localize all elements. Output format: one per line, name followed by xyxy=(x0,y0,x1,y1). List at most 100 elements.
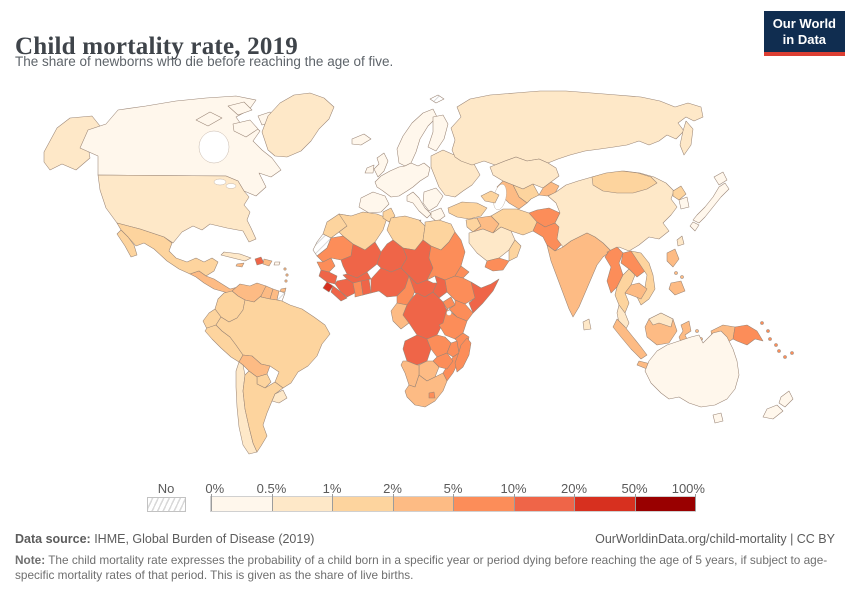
legend-band-0%[interactable] xyxy=(211,497,272,511)
legend-band-2%[interactable] xyxy=(392,497,453,511)
legend-tick-label: 1% xyxy=(322,481,342,496)
country-haiti[interactable] xyxy=(254,256,265,266)
country-south-korea[interactable] xyxy=(678,196,690,210)
country-japan[interactable] xyxy=(689,221,700,232)
country-philippines[interactable] xyxy=(674,271,678,275)
country-lesotho[interactable] xyxy=(428,391,436,399)
footnote: Note: The child mortality rate expresses… xyxy=(15,553,830,582)
legend-tick-label: 5% xyxy=(443,481,463,496)
country-lesser-antilles[interactable] xyxy=(285,273,289,277)
country-pacific-islands[interactable] xyxy=(777,349,781,353)
country-arctic-islands[interactable] xyxy=(227,101,253,116)
owid-logo-line1: Our World xyxy=(772,16,836,31)
country-guinea[interactable] xyxy=(318,269,338,285)
country-arctic-islands[interactable] xyxy=(232,119,259,138)
legend-band-1%[interactable] xyxy=(332,497,393,511)
country-somalia[interactable] xyxy=(468,278,500,314)
country-brazil[interactable] xyxy=(215,295,331,389)
country-sierra-leone[interactable] xyxy=(322,281,334,293)
country-philippines[interactable] xyxy=(668,280,686,296)
country-svalbard[interactable] xyxy=(429,94,445,104)
country-greenland[interactable] xyxy=(261,92,335,158)
country-finland[interactable] xyxy=(427,114,449,152)
country-japan[interactable] xyxy=(713,171,728,186)
country-kyrgyzstan-tajikistan[interactable] xyxy=(538,181,560,197)
legend-band-10%[interactable] xyxy=(513,497,574,511)
country-uruguay[interactable] xyxy=(271,389,288,404)
country-indonesia-moluccas[interactable] xyxy=(695,329,699,333)
legend-tick-label: 0.5% xyxy=(256,481,287,496)
country-vietnam[interactable] xyxy=(630,250,656,306)
country-lesser-antilles[interactable] xyxy=(284,279,288,283)
owid-logo[interactable]: Our World in Data xyxy=(763,11,845,56)
legend-tick xyxy=(453,494,454,511)
data-source-line: Data source: IHME, Global Burden of Dise… xyxy=(15,532,314,546)
country-russia-kamchatka[interactable] xyxy=(679,120,694,156)
country-ireland[interactable] xyxy=(364,164,375,174)
country-puerto-rico[interactable] xyxy=(273,261,281,266)
country-cuba[interactable] xyxy=(220,251,252,262)
legend-tick xyxy=(392,494,394,511)
footer-link[interactable]: OurWorldinData.org/child-mortality | CC … xyxy=(595,532,835,546)
legend-no-data-swatch[interactable] xyxy=(147,497,186,512)
legend-tick xyxy=(574,494,575,511)
country-mexico[interactable] xyxy=(116,222,219,277)
country-png-islands[interactable] xyxy=(766,329,770,333)
country-argentina[interactable] xyxy=(242,370,284,453)
country-turkey[interactable] xyxy=(447,201,488,220)
country-new-zealand[interactable] xyxy=(762,404,784,420)
country-togo-benin[interactable] xyxy=(360,278,372,296)
country-trinidad[interactable] xyxy=(279,287,287,293)
country-south-africa[interactable] xyxy=(404,372,448,408)
country-arctic-islands[interactable] xyxy=(195,111,223,127)
country-philippines[interactable] xyxy=(666,248,680,268)
lake-great-lakes xyxy=(225,183,237,189)
country-solomon-islands[interactable] xyxy=(768,337,772,341)
country-pacific-islands[interactable] xyxy=(790,351,794,355)
country-united-kingdom[interactable] xyxy=(373,152,389,178)
country-india[interactable] xyxy=(546,232,612,318)
legend-band-20%[interactable] xyxy=(574,497,635,511)
country-japan[interactable] xyxy=(692,182,730,224)
country-papua-new-guinea[interactable] xyxy=(732,324,764,346)
country-yemen[interactable] xyxy=(484,257,510,272)
country-iran[interactable] xyxy=(490,208,538,236)
country-indonesia-sumatra[interactable] xyxy=(612,318,648,360)
country-tasmania[interactable] xyxy=(712,412,724,424)
country-balkans[interactable] xyxy=(422,187,444,212)
country-western-europe[interactable] xyxy=(374,162,431,198)
country-pacific-islands[interactable] xyxy=(783,355,787,359)
country-taiwan[interactable] xyxy=(676,235,685,247)
legend-band-50%[interactable] xyxy=(634,497,695,511)
country-png-islands[interactable] xyxy=(760,321,764,325)
legend-band-5%[interactable] xyxy=(453,497,514,511)
country-madagascar[interactable] xyxy=(454,337,472,373)
country-solomon-islands[interactable] xyxy=(774,343,778,347)
country-australia[interactable] xyxy=(644,330,740,408)
country-iceland[interactable] xyxy=(351,133,372,146)
legend-tick xyxy=(271,494,273,511)
legend-color-bar[interactable] xyxy=(210,496,696,512)
country-lesser-antilles[interactable] xyxy=(283,267,287,271)
country-cambodia[interactable] xyxy=(624,282,648,300)
lake-victoria xyxy=(446,310,452,316)
country-malaysia-borneo[interactable] xyxy=(648,312,674,328)
country-new-zealand[interactable] xyxy=(778,390,794,408)
country-sri-lanka[interactable] xyxy=(582,318,592,331)
country-oman[interactable] xyxy=(508,239,522,262)
country-liberia[interactable] xyxy=(330,285,348,302)
country-north-korea[interactable] xyxy=(672,185,687,201)
country-angola[interactable] xyxy=(402,334,432,366)
country-philippines[interactable] xyxy=(680,275,684,279)
country-italy[interactable] xyxy=(406,191,432,219)
country-greece[interactable] xyxy=(430,207,446,223)
country-iberia[interactable] xyxy=(358,191,390,214)
country-caucasus[interactable] xyxy=(480,190,500,204)
country-russia[interactable] xyxy=(450,90,704,166)
country-dominican-republic[interactable] xyxy=(262,258,273,267)
country-jamaica[interactable] xyxy=(235,262,245,268)
country-mongolia[interactable] xyxy=(591,170,658,194)
country-mexico-baja[interactable] xyxy=(116,229,138,258)
legend-band-0.5%[interactable] xyxy=(271,497,332,511)
